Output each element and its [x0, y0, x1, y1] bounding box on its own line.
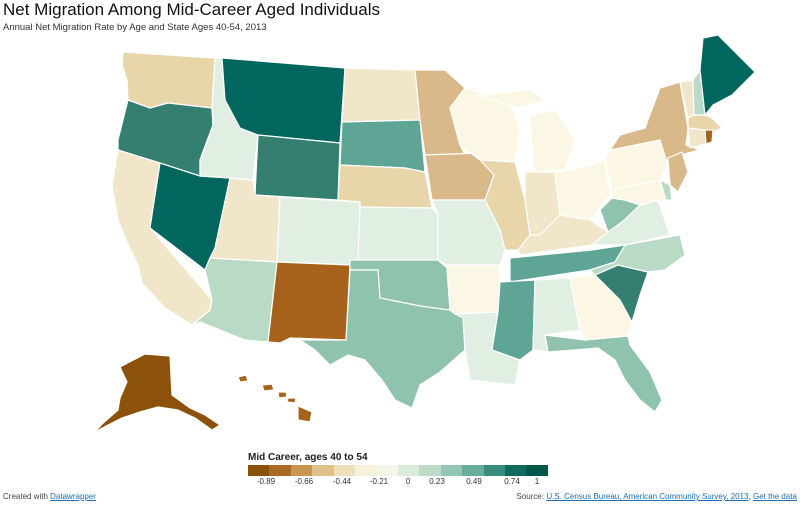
state-rhode-island[interactable]	[704, 129, 714, 145]
state-florida[interactable]	[544, 334, 663, 413]
source-label: Source:	[516, 492, 545, 501]
datawrapper-link[interactable]: Datawrapper	[50, 492, 96, 501]
state-new-jersey[interactable]	[667, 151, 689, 193]
legend-swatch-7	[397, 465, 420, 476]
state-north-dakota[interactable]	[341, 67, 421, 123]
state-texas[interactable]	[299, 269, 466, 409]
legend-swatch-9	[440, 465, 463, 476]
source-line: Source: U.S. Census Bureau, American Com…	[517, 492, 797, 501]
state-kentucky[interactable]	[517, 214, 609, 256]
state-washington[interactable]	[121, 51, 216, 109]
legend-tick-label: 0.49	[466, 477, 482, 486]
legend-tick-label: 1	[534, 477, 540, 486]
legend-tick-label: 0.23	[429, 477, 445, 486]
legend-swatch-6	[376, 465, 398, 476]
state-arkansas[interactable]	[446, 264, 501, 315]
source-link[interactable]: U.S. Census Bureau, American Community S…	[546, 492, 749, 501]
state-colorado[interactable]	[276, 196, 361, 266]
state-wyoming[interactable]	[254, 134, 341, 201]
legend-swatch-8	[419, 465, 441, 476]
state-new-york[interactable]	[609, 81, 701, 166]
state-north-carolina[interactable]	[589, 234, 686, 276]
legend-swatch-4	[333, 465, 356, 476]
credit-line: Created with Datawrapper	[3, 492, 96, 501]
get-the-data-link[interactable]: Get the data	[752, 492, 797, 501]
legend-tick-label: -0.89	[256, 477, 276, 486]
legend-tick-label: 0	[405, 477, 411, 486]
legend-title: Mid Career, ages 40 to 54	[248, 452, 368, 463]
state-new-mexico[interactable]	[267, 261, 351, 344]
legend-tick-labels: -0.89 -0.66 -0.44 -0.21 0 0.23 0.49 0.74 1	[248, 476, 548, 490]
legend-swatch-10	[462, 465, 484, 476]
state-maine[interactable]	[699, 34, 756, 116]
state-kansas[interactable]	[357, 206, 439, 261]
state-connecticut[interactable]	[687, 127, 707, 149]
state-nebraska[interactable]	[337, 164, 433, 209]
legend-swatch-5	[355, 465, 377, 476]
state-michigan[interactable]	[477, 89, 576, 173]
state-south-dakota[interactable]	[339, 119, 426, 173]
legend-swatch-13	[526, 465, 548, 476]
state-hawaii[interactable]	[237, 374, 313, 423]
state-illinois[interactable]	[479, 159, 531, 251]
state-alaska[interactable]	[94, 353, 221, 433]
legend-tick-label: 0.74	[504, 477, 520, 486]
legend-swatch-12	[505, 465, 527, 476]
state-delaware[interactable]	[659, 179, 673, 201]
chart-subtitle: Annual Net Migration Rate by Age and Sta…	[3, 22, 267, 33]
legend-color-scale	[248, 465, 548, 476]
legend-swatch-0	[248, 465, 270, 476]
legend-swatch-11	[483, 465, 506, 476]
source-separator: ,	[748, 492, 751, 501]
legend-swatch-3	[312, 465, 334, 476]
legend-tick-label: -0.66	[294, 477, 314, 486]
us-state-map	[94, 34, 756, 433]
created-with-label: Created with	[3, 492, 48, 501]
legend-tick-label: -0.21	[369, 477, 389, 486]
chart-title: Net Migration Among Mid-Career Aged Indi…	[3, 0, 381, 19]
legend-swatch-1	[269, 465, 291, 476]
legend-swatch-2	[290, 465, 313, 476]
legend-tick-label: -0.44	[332, 477, 352, 486]
